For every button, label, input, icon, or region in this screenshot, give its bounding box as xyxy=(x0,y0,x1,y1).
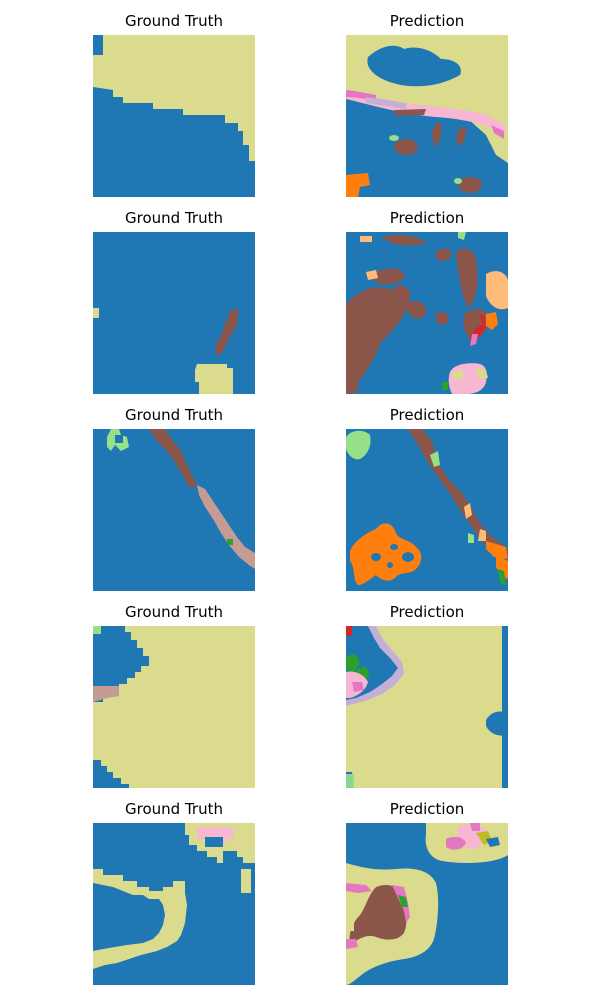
prediction-title-1: Prediction xyxy=(389,12,465,30)
prediction-mask-2 xyxy=(346,232,508,394)
ground-truth-mask-5-svg xyxy=(93,823,255,985)
ground-truth-mask-4 xyxy=(93,626,255,788)
ground-truth-mask-1-svg xyxy=(93,35,255,197)
prediction-mask-3 xyxy=(346,429,508,591)
ground-truth-title-3: Ground Truth xyxy=(125,406,223,424)
prediction-title-3: Prediction xyxy=(389,406,465,424)
prediction-mask-2-svg xyxy=(346,232,508,394)
ground-truth-mask-5 xyxy=(93,823,255,985)
prediction-title-4: Prediction xyxy=(389,603,465,621)
ground-truth-mask-3-svg xyxy=(93,429,255,591)
ground-truth-mask-4-svg xyxy=(93,626,255,788)
ground-truth-mask-1 xyxy=(93,35,255,197)
ground-truth-mask-2 xyxy=(93,232,255,394)
ground-truth-title-2: Ground Truth xyxy=(125,209,223,227)
ground-truth-title-5: Ground Truth xyxy=(125,800,223,818)
prediction-title-5: Prediction xyxy=(389,800,465,818)
ground-truth-title-4: Ground Truth xyxy=(125,603,223,621)
prediction-mask-5-svg xyxy=(346,823,508,985)
prediction-mask-1-svg xyxy=(346,35,508,197)
ground-truth-mask-2-svg xyxy=(93,232,255,394)
prediction-mask-4 xyxy=(346,626,508,788)
ground-truth-mask-3 xyxy=(93,429,255,591)
prediction-title-2: Prediction xyxy=(389,209,465,227)
prediction-mask-4-svg xyxy=(346,626,508,788)
prediction-mask-3-svg xyxy=(346,429,508,591)
ground-truth-title-1: Ground Truth xyxy=(125,12,223,30)
prediction-mask-5 xyxy=(346,823,508,985)
prediction-mask-1 xyxy=(346,35,508,197)
